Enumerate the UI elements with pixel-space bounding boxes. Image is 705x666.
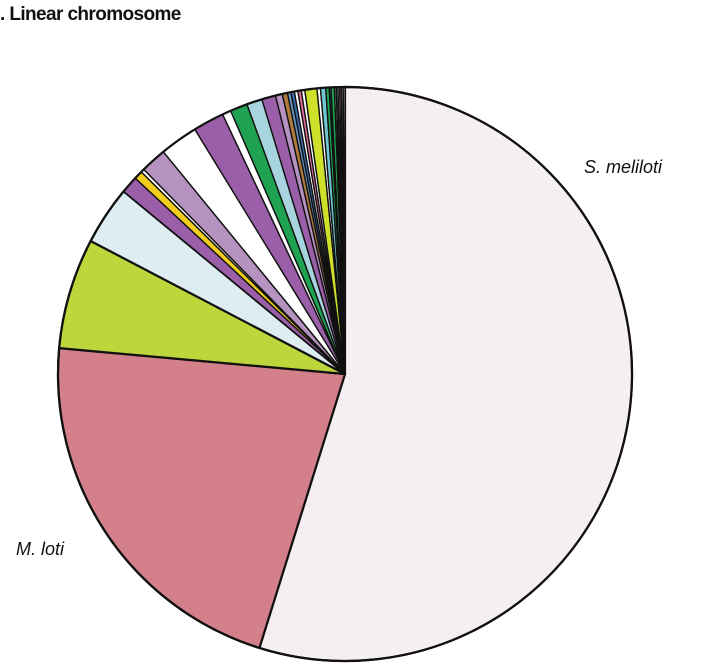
slice-label-m-loti: M. loti <box>16 539 65 559</box>
pie-labels: S. meliloti M. loti <box>16 157 663 559</box>
pie-slices <box>56 85 634 663</box>
pie-outline <box>56 85 634 663</box>
slice-label-s-meliloti: S. meliloti <box>584 157 663 177</box>
chart-title: . Linear chromosome <box>0 4 181 25</box>
